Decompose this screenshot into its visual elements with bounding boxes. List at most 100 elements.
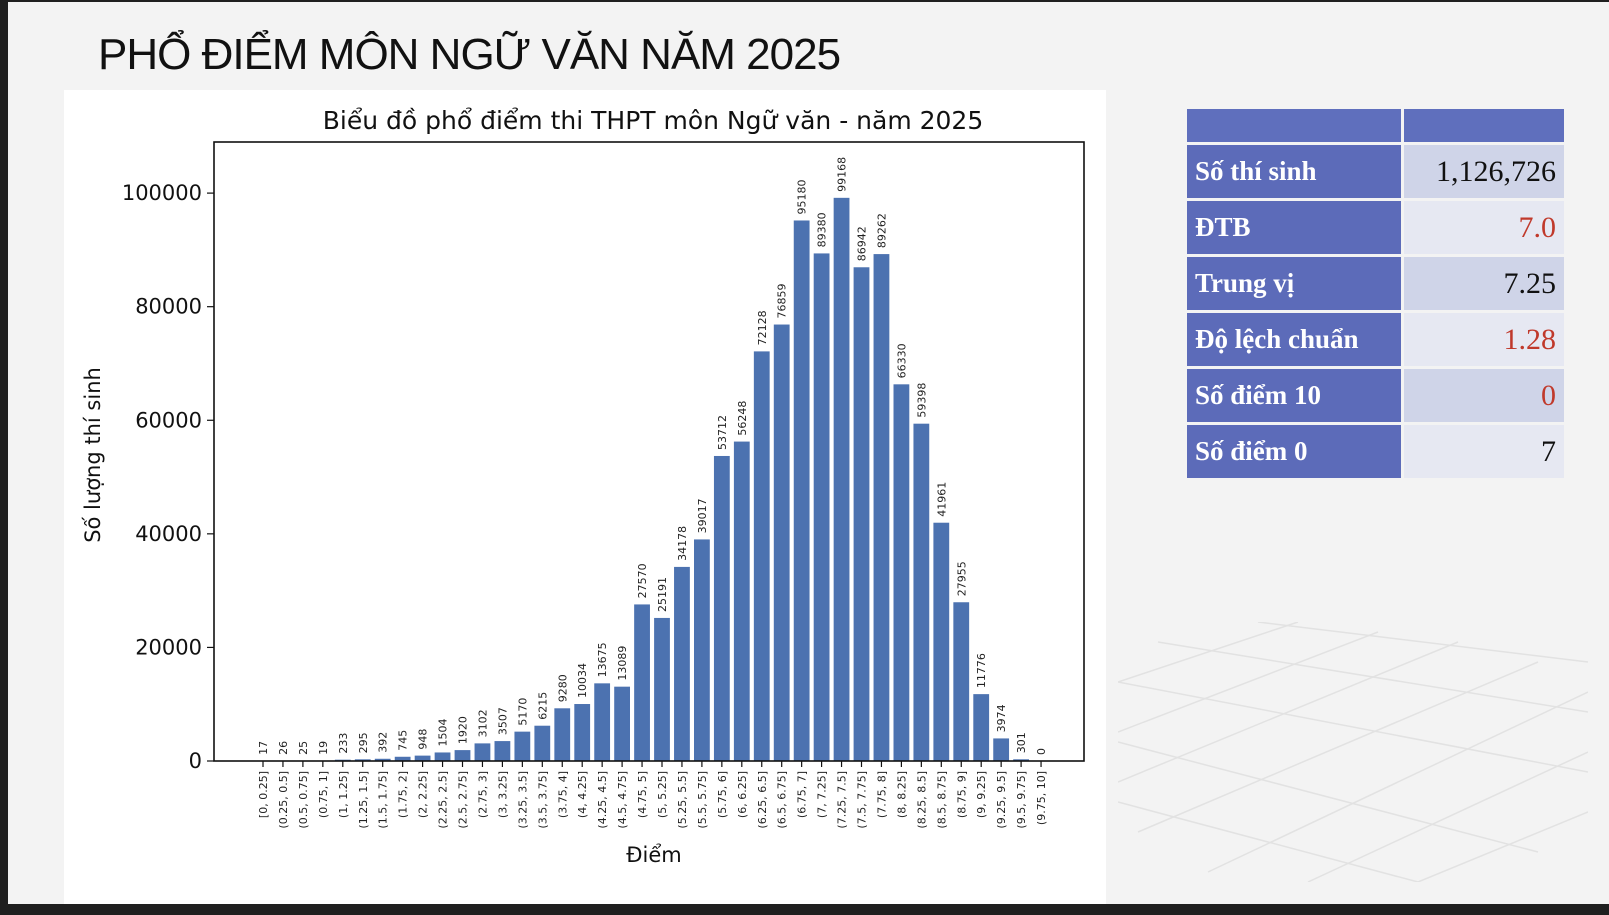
- bar: [614, 686, 630, 761]
- stats-row: Độ lệch chuẩn 1.28: [1187, 313, 1564, 366]
- x-tick-label: [0, 0.25]: [257, 771, 270, 818]
- data-label: 76859: [776, 284, 789, 319]
- x-tick-label: (0.25, 0.5]: [277, 771, 290, 829]
- x-axis-label: Điểm: [626, 843, 681, 867]
- x-tick-label: (3.75, 4]: [556, 771, 569, 818]
- stats-table: Số thí sinh 1,126,726 ĐTB 7.0 Trung vị 7…: [1184, 106, 1567, 481]
- data-label: 1504: [437, 718, 450, 746]
- stats-label: Số điểm 10: [1187, 369, 1401, 422]
- x-tick-label: (1, 1.25]: [337, 771, 350, 818]
- data-label: 72128: [756, 310, 769, 345]
- stats-row: Số điểm 0 7: [1187, 425, 1564, 478]
- x-tick-label: (4.5, 4.75]: [616, 771, 629, 829]
- y-tick-label: 0: [189, 749, 202, 773]
- data-label: 9280: [556, 674, 569, 702]
- data-label: 95180: [796, 179, 809, 214]
- x-tick-label: (0.75, 1]: [317, 771, 330, 818]
- data-label: 6215: [536, 692, 549, 720]
- bar: [554, 708, 571, 761]
- stats-value: 7: [1404, 425, 1564, 478]
- bar: [833, 197, 850, 761]
- bar: [414, 755, 431, 761]
- data-label: 13675: [596, 642, 609, 677]
- y-tick-label: 60000: [135, 408, 202, 432]
- bar: [913, 423, 930, 761]
- slide-title: PHỔ ĐIỂM MÔN NGỮ VĂN NĂM 2025: [98, 30, 841, 79]
- bar: [674, 566, 690, 761]
- y-axis-label: Số lượng thí sinh: [81, 367, 105, 543]
- x-tick-label: (1.25, 1.5]: [357, 771, 370, 829]
- x-tick-label: (3, 3.25]: [496, 771, 509, 818]
- data-label: 3102: [476, 709, 489, 737]
- data-label: 19: [317, 741, 330, 755]
- x-tick-label: (3.5, 3.75]: [536, 771, 549, 829]
- data-label: 948: [417, 729, 430, 750]
- stats-label: ĐTB: [1187, 201, 1401, 254]
- data-label: 27955: [955, 561, 968, 596]
- data-label: 39017: [696, 498, 709, 533]
- bar: [354, 759, 371, 761]
- stats-row: Trung vị 7.25: [1187, 257, 1564, 310]
- bar: [733, 441, 750, 761]
- data-label: 301: [1015, 732, 1028, 753]
- bar: [514, 731, 531, 761]
- data-label: 5170: [516, 698, 529, 726]
- data-label: 295: [357, 732, 370, 753]
- bar: [454, 750, 471, 761]
- data-label: 3974: [995, 704, 1008, 732]
- data-label: 17: [257, 741, 270, 755]
- stats-value: 7.0: [1404, 201, 1564, 254]
- x-tick-label: (9.25, 9.5]: [995, 771, 1008, 829]
- x-tick-label: (4.75, 5]: [636, 771, 649, 818]
- plot-frame: [213, 141, 1085, 762]
- slide: PHỔ ĐIỂM MÔN NGỮ VĂN NĂM 2025 Biểu đồ ph…: [8, 2, 1609, 904]
- x-tick-label: (4, 4.25]: [576, 771, 589, 818]
- x-tick-label: (4.25, 4.5]: [596, 771, 609, 829]
- bar: [394, 756, 411, 761]
- data-label: 25: [297, 741, 310, 755]
- bar: [574, 704, 591, 761]
- stats-value: 1.28: [1404, 313, 1564, 366]
- bar: [494, 741, 511, 761]
- y-tick-label: 80000: [135, 295, 202, 319]
- chart-title: Biểu đồ phổ điểm thi THPT môn Ngữ văn - …: [323, 106, 984, 135]
- y-tick-label: 20000: [135, 635, 202, 659]
- stats-header-cell: [1187, 109, 1401, 142]
- bar-chart: Biểu đồ phổ điểm thi THPT môn Ngữ văn - …: [81, 106, 1085, 867]
- x-tick-label: (2.75, 3]: [476, 771, 489, 818]
- bar: [973, 694, 990, 761]
- data-label: 745: [397, 730, 410, 751]
- data-label: 1920: [457, 716, 470, 744]
- x-tick-label: (3.25, 3.5]: [516, 771, 529, 829]
- data-label: 25191: [656, 577, 669, 612]
- data-label: 34178: [676, 526, 689, 561]
- y-tick-label: 40000: [135, 522, 202, 546]
- bar: [793, 220, 810, 762]
- data-label: 89262: [875, 213, 888, 248]
- bar: [993, 738, 1010, 761]
- data-label: 3507: [496, 707, 509, 735]
- x-tick-label: (1.75, 2]: [397, 771, 410, 818]
- bar: [474, 743, 491, 761]
- stats-label: Số điểm 0: [1187, 425, 1401, 478]
- x-tick-label: (5.5, 5.75]: [696, 771, 709, 829]
- data-label: 0: [1035, 748, 1048, 755]
- bar: [1013, 759, 1029, 761]
- bar: [534, 725, 551, 761]
- x-tick-label: (2.25, 2.5]: [437, 771, 450, 829]
- x-tick-label: (7, 7.25]: [816, 771, 829, 818]
- x-tick-label: (2.5, 2.75]: [457, 771, 470, 829]
- data-label: 59398: [915, 383, 928, 418]
- bar: [953, 602, 970, 761]
- y-tick-label: 100000: [122, 181, 202, 205]
- data-label: 233: [337, 733, 350, 754]
- x-tick-label: (6.25, 6.5]: [756, 771, 769, 829]
- data-label: 392: [377, 732, 390, 753]
- x-tick-label: (6.5, 6.75]: [776, 771, 789, 829]
- bar: [753, 351, 770, 761]
- data-label: 10034: [576, 663, 589, 698]
- stats-header-cell: [1404, 109, 1564, 142]
- x-tick-label: (5.25, 5.5]: [676, 771, 689, 829]
- data-label: 66330: [895, 343, 908, 378]
- bar: [594, 683, 611, 761]
